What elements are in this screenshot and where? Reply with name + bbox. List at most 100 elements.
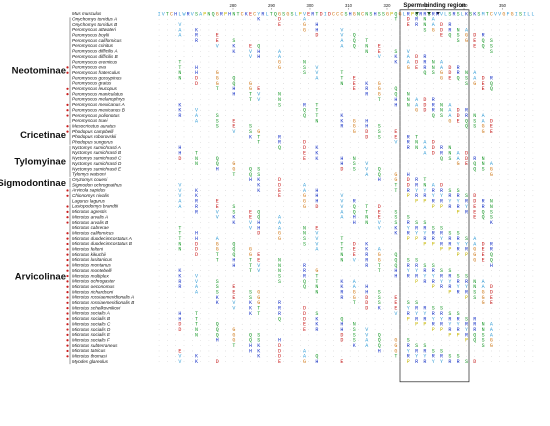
conserved-dot (341, 115, 343, 116)
conserved-dot (499, 243, 500, 245)
conserved-dot (216, 168, 218, 170)
conserved-dot (516, 109, 517, 111)
residue: G (482, 290, 485, 296)
residue: N (178, 76, 181, 82)
residue: A (457, 150, 460, 156)
conserved-dot (300, 83, 301, 84)
conserved-dot (482, 318, 484, 320)
conserved-dot (349, 281, 351, 282)
conserved-dot (283, 77, 284, 79)
conserved-dot (416, 152, 417, 154)
conserved-dot (158, 158, 160, 159)
conserved-dot (225, 323, 226, 325)
residue: E (465, 161, 468, 167)
conserved-dot (499, 307, 500, 309)
conserved-dot (233, 184, 235, 186)
conserved-dot (491, 339, 492, 341)
conserved-dot (241, 109, 243, 111)
conserved-dot (158, 40, 160, 41)
species-marker (66, 344, 69, 347)
conserved-dot (158, 265, 160, 266)
conserved-dot (408, 206, 409, 207)
conserved-dot (516, 345, 517, 346)
conserved-dot (516, 136, 517, 138)
conserved-dot (507, 184, 509, 186)
conserved-dot (457, 40, 459, 41)
conserved-dot (499, 179, 500, 181)
conserved-dot (532, 211, 534, 213)
conserved-dot (399, 361, 401, 362)
conserved-dot (391, 350, 392, 352)
conserved-dot (291, 195, 293, 197)
conserved-dot (324, 200, 326, 202)
residue: R (407, 311, 410, 317)
conserved-dot (383, 361, 384, 362)
conserved-dot (499, 24, 500, 25)
conserved-dot (499, 211, 500, 213)
residue: S (378, 124, 381, 130)
conserved-dot (358, 51, 359, 52)
residue: V (340, 199, 343, 205)
conserved-dot (208, 307, 210, 309)
residue: G (490, 338, 493, 344)
conserved-dot (333, 142, 334, 143)
conserved-dot (366, 361, 368, 362)
residue: E (378, 49, 381, 55)
conserved-dot (250, 83, 251, 84)
species-marker (66, 253, 69, 256)
conserved-dot (474, 190, 476, 191)
residue: D (195, 247, 198, 253)
conserved-dot (358, 339, 359, 341)
conserved-dot (192, 286, 193, 288)
residue: S (465, 76, 468, 82)
residue: T (195, 150, 198, 156)
conserved-dot (241, 281, 243, 282)
conserved-dot (291, 238, 293, 239)
conserved-dot (200, 179, 201, 181)
conserved-dot (416, 291, 417, 293)
residue: T (270, 11, 273, 17)
conserved-dot (275, 40, 276, 41)
conserved-dot (233, 232, 235, 234)
conserved-dot (308, 211, 309, 213)
conserved-dot (283, 249, 284, 250)
conserved-dot (192, 67, 193, 68)
conserved-dot (391, 291, 392, 293)
residue: D (178, 327, 181, 333)
residue: G (502, 11, 505, 17)
conserved-dot (507, 307, 509, 309)
conserved-dot (374, 270, 376, 271)
conserved-dot (491, 56, 492, 57)
conserved-dot (391, 190, 392, 191)
conserved-dot (349, 216, 351, 218)
residue: A (473, 76, 476, 82)
residue: H (195, 65, 198, 71)
residue: A (473, 236, 476, 242)
species-name: Microtus socialis E (72, 332, 111, 337)
conserved-dot (499, 302, 500, 304)
conserved-dot (183, 168, 185, 170)
conserved-dot (233, 147, 235, 148)
conserved-dot (408, 238, 409, 239)
conserved-dot (258, 29, 260, 31)
residue: C (253, 11, 256, 17)
conserved-dot (507, 131, 509, 132)
conserved-dot (200, 40, 201, 41)
residue: N (178, 70, 181, 76)
conserved-dot (491, 24, 492, 25)
conserved-dot (408, 168, 409, 170)
residue: S (195, 11, 198, 17)
residue: S (378, 300, 381, 306)
conserved-dot (457, 216, 459, 218)
residue: R (423, 306, 426, 312)
conserved-dot (233, 334, 235, 336)
conserved-dot (399, 174, 401, 175)
conserved-dot (432, 200, 434, 202)
conserved-dot (399, 313, 401, 314)
conserved-dot (441, 195, 442, 197)
conserved-dot (275, 238, 276, 239)
conserved-dot (291, 323, 293, 325)
residue: V (178, 22, 181, 28)
conserved-dot (358, 286, 359, 288)
conserved-dot (341, 83, 343, 84)
